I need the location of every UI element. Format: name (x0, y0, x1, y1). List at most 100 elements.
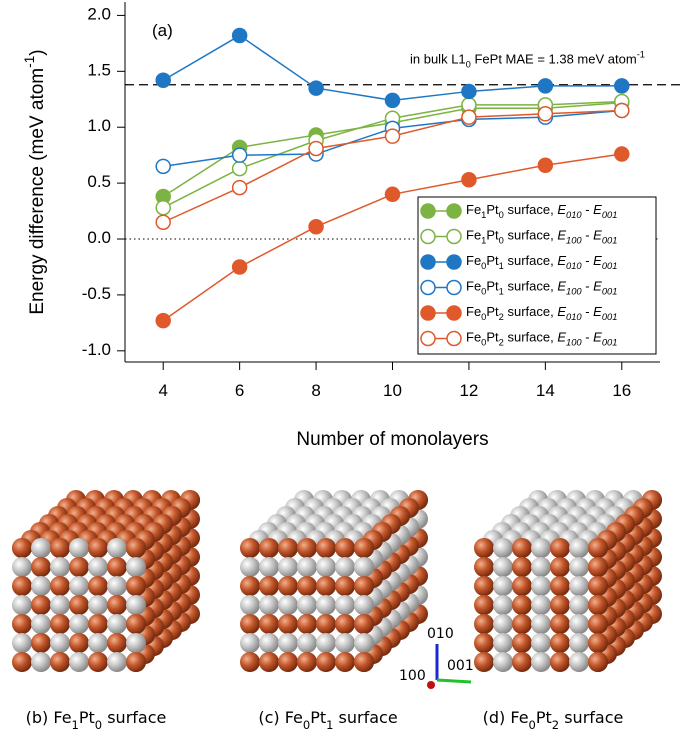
atom (88, 614, 108, 634)
legend-marker (420, 330, 436, 347)
atom (474, 652, 494, 672)
data-point (384, 92, 401, 109)
legend-label: Fe0​Pt2​ surface, E010​ - E001​ (466, 304, 617, 322)
atom (107, 633, 127, 653)
atom (240, 633, 260, 653)
x-tick-label: 12 (459, 381, 478, 400)
data-point (308, 140, 324, 157)
legend-marker (420, 305, 436, 321)
atom (316, 557, 336, 577)
atom (107, 557, 127, 577)
legend-label: Fe0​Pt2​ surface, E100​ - E001​ (466, 330, 617, 348)
atom (240, 652, 260, 672)
atom (12, 633, 32, 653)
atom (278, 576, 298, 596)
x-tick-label: 16 (612, 381, 631, 400)
atom (69, 614, 89, 634)
atom (588, 557, 608, 577)
data-point (614, 146, 630, 162)
atom-cube (474, 490, 662, 672)
atom (316, 633, 336, 653)
x-tick-label: 8 (311, 381, 320, 400)
atom (335, 595, 355, 615)
atom (31, 538, 51, 558)
legend-marker (446, 203, 462, 219)
atom (493, 576, 513, 596)
structure-caption: (c) Fe0​Pt1​ surface (258, 708, 397, 732)
atom (12, 538, 32, 558)
atom (259, 557, 279, 577)
atom (278, 652, 298, 672)
atom (474, 614, 494, 634)
data-point (384, 128, 401, 144)
atom (12, 614, 32, 634)
atom (316, 614, 336, 634)
atom (588, 652, 608, 672)
atom (278, 595, 298, 615)
data-point (461, 109, 477, 125)
atom (31, 633, 51, 653)
atom (569, 557, 589, 577)
atom (259, 633, 279, 653)
atom (474, 576, 494, 596)
legend-marker (420, 203, 436, 219)
atom (531, 595, 551, 615)
atom (335, 614, 355, 634)
atom-cube (240, 490, 428, 672)
atom (493, 614, 513, 634)
atom (12, 652, 32, 672)
data-point (231, 160, 248, 177)
x-tick-label: 6 (235, 381, 244, 400)
reference-label: in bulk L10​ FePt MAE = 1.38 meV atom-1​ (410, 50, 645, 70)
atom (493, 633, 513, 653)
axis-label: 001 (447, 658, 474, 674)
atom (569, 595, 589, 615)
data-point (614, 102, 630, 119)
atom (126, 614, 146, 634)
atom (588, 633, 608, 653)
data-point (537, 78, 554, 94)
atom (316, 595, 336, 615)
legend-marker (420, 254, 436, 270)
atom (531, 633, 551, 653)
atom (297, 538, 317, 558)
atom (297, 576, 317, 596)
atom (550, 652, 570, 672)
legend-label: Fe0​Pt1​ surface, E010​ - E001​ (466, 253, 617, 271)
atom (531, 652, 551, 672)
atom (354, 595, 374, 615)
legend-marker (446, 305, 462, 321)
legend-label: Fe0​Pt1​ surface, E100​ - E001​ (466, 279, 617, 297)
atom (88, 595, 108, 615)
atom (335, 538, 355, 558)
data-point (231, 179, 248, 196)
atom (126, 633, 146, 653)
data-point (231, 27, 248, 44)
atom (297, 614, 317, 634)
atom (31, 614, 51, 634)
atom (354, 538, 374, 558)
atom (531, 614, 551, 634)
atom (531, 557, 551, 577)
atom (88, 538, 108, 558)
atom (550, 576, 570, 596)
y-tick-label: 0.0 (87, 229, 111, 248)
data-point (155, 312, 171, 329)
y-tick-label: 0.5 (87, 173, 111, 192)
legend-marker (420, 279, 436, 296)
atom (512, 633, 532, 653)
atom (512, 576, 532, 596)
atom (531, 538, 551, 558)
atom (31, 652, 51, 672)
atom (107, 595, 127, 615)
data-point (614, 78, 630, 94)
atom (69, 652, 89, 672)
atom (569, 633, 589, 653)
y-tick-label: -1.0 (82, 340, 111, 359)
atom (69, 576, 89, 596)
atom (278, 557, 298, 577)
atom (69, 557, 89, 577)
atom (88, 633, 108, 653)
atom (88, 557, 108, 577)
